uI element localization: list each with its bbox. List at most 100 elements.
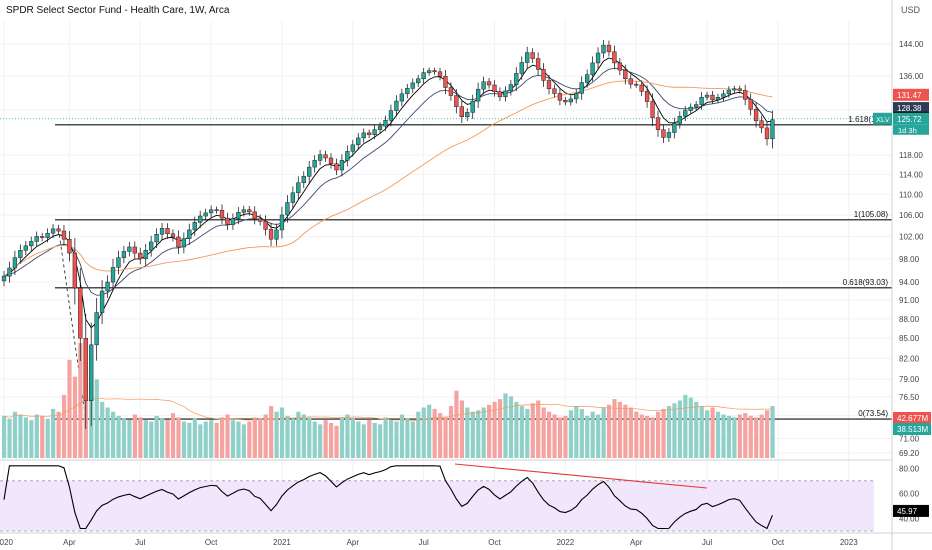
candle-body xyxy=(208,209,214,214)
volume-bar xyxy=(220,417,225,458)
candle-body xyxy=(432,70,437,73)
price-axis-tick: 94.00 xyxy=(899,278,920,287)
price-axis-tick: 76.50 xyxy=(899,393,920,402)
volume-tag-bg xyxy=(893,423,931,435)
candle-body xyxy=(372,129,377,135)
candle-body xyxy=(470,100,475,113)
candle-body xyxy=(672,123,677,133)
price-axis-tick: 106.00 xyxy=(899,211,924,220)
candle-body xyxy=(29,241,34,247)
candle-body xyxy=(219,210,225,219)
candle-body xyxy=(661,129,666,138)
volume-bar xyxy=(67,359,72,458)
volume-bar xyxy=(661,408,666,458)
volume-bar xyxy=(748,415,753,458)
candle-body xyxy=(383,120,388,127)
currency-label: USD xyxy=(901,5,921,15)
price-axis-tick: 91.00 xyxy=(899,296,920,305)
candle-body xyxy=(78,287,83,339)
volume-bar xyxy=(307,417,312,458)
volume-bar xyxy=(508,396,514,458)
volume-bar xyxy=(339,417,345,458)
volume-bar xyxy=(23,417,28,458)
volume-bar xyxy=(149,421,154,458)
candle-body xyxy=(623,69,628,80)
volume-bar xyxy=(203,421,208,458)
candles[interactable] xyxy=(1,40,775,429)
candle-body xyxy=(628,78,633,85)
volume-bar xyxy=(7,418,12,458)
candle-body xyxy=(263,221,268,230)
candle-body xyxy=(443,76,448,88)
fib-level-label: 0(73.54) xyxy=(858,409,888,418)
rsi-value: 45.97 xyxy=(897,507,918,516)
candle-body xyxy=(356,137,361,146)
candle-body xyxy=(339,160,345,171)
volume-bar xyxy=(557,417,563,458)
chart-title: SPDR Select Sector Fund - Health Care, 1… xyxy=(6,5,230,16)
rsi-band xyxy=(0,480,874,531)
candle-body xyxy=(116,257,121,268)
volume-bar xyxy=(617,401,623,458)
volume-bar xyxy=(677,400,682,458)
price-axis-tick: 98.00 xyxy=(899,255,920,264)
volume-bar xyxy=(290,418,296,458)
volume-bar xyxy=(258,418,263,458)
time-axis-label: Jul xyxy=(135,538,145,547)
candle-body xyxy=(258,218,263,222)
volume-ma-tag-bg xyxy=(893,412,931,424)
rsi-value-tag xyxy=(893,504,929,517)
candle-body xyxy=(236,212,241,219)
countdown: 1d 3h xyxy=(898,126,917,135)
volume-bar xyxy=(672,403,677,458)
volume-bar xyxy=(214,422,219,458)
candle-body xyxy=(568,98,573,103)
candle-body xyxy=(644,91,650,102)
volume-bar xyxy=(285,415,290,458)
volume-bar xyxy=(394,421,399,458)
candle-body xyxy=(612,51,617,64)
volume-bar xyxy=(754,417,759,458)
candle-body xyxy=(268,229,274,240)
volume-bar xyxy=(18,414,23,458)
volume-bar xyxy=(61,394,67,458)
candle-body xyxy=(367,132,372,135)
candle-body xyxy=(535,58,541,70)
volume-bar xyxy=(399,414,405,458)
rsi-divergence-line xyxy=(454,463,708,489)
price-axis-tick: 144.00 xyxy=(899,40,924,49)
time-axis[interactable]: 2020 Apr Jul Oct 2021 Apr Jul Oct 2022 Apr Jul Oct 2… xyxy=(0,538,858,547)
volume-bar xyxy=(541,407,546,458)
volume-bar xyxy=(759,414,764,458)
volume-bar xyxy=(143,420,148,458)
volume-bar xyxy=(470,411,475,458)
volume-bar xyxy=(585,415,590,458)
volume-bar xyxy=(694,401,699,458)
volume-bar xyxy=(323,420,328,458)
volume-bar xyxy=(100,401,105,458)
candle-body xyxy=(601,44,606,54)
volume-bar xyxy=(132,414,137,458)
volume-bar xyxy=(497,399,503,458)
volume-bar xyxy=(154,415,159,458)
volume-bar xyxy=(645,415,650,458)
candle-body xyxy=(726,89,732,95)
candle-body xyxy=(759,120,764,129)
volume-bar xyxy=(634,411,639,458)
volume-bar xyxy=(94,379,99,458)
volume-bar xyxy=(465,407,470,458)
candle-body xyxy=(105,281,110,292)
candle-body xyxy=(121,251,127,258)
candle-body xyxy=(606,44,612,53)
volume-bar xyxy=(579,408,584,458)
candle-body xyxy=(187,229,192,239)
volume-bar xyxy=(263,414,268,458)
candle-body xyxy=(307,166,312,177)
volume-bar xyxy=(72,376,78,458)
candle-body xyxy=(770,119,775,140)
volume-tag: 38.513M xyxy=(897,425,928,434)
volume-bar xyxy=(378,424,383,458)
volume-bar xyxy=(639,414,644,458)
